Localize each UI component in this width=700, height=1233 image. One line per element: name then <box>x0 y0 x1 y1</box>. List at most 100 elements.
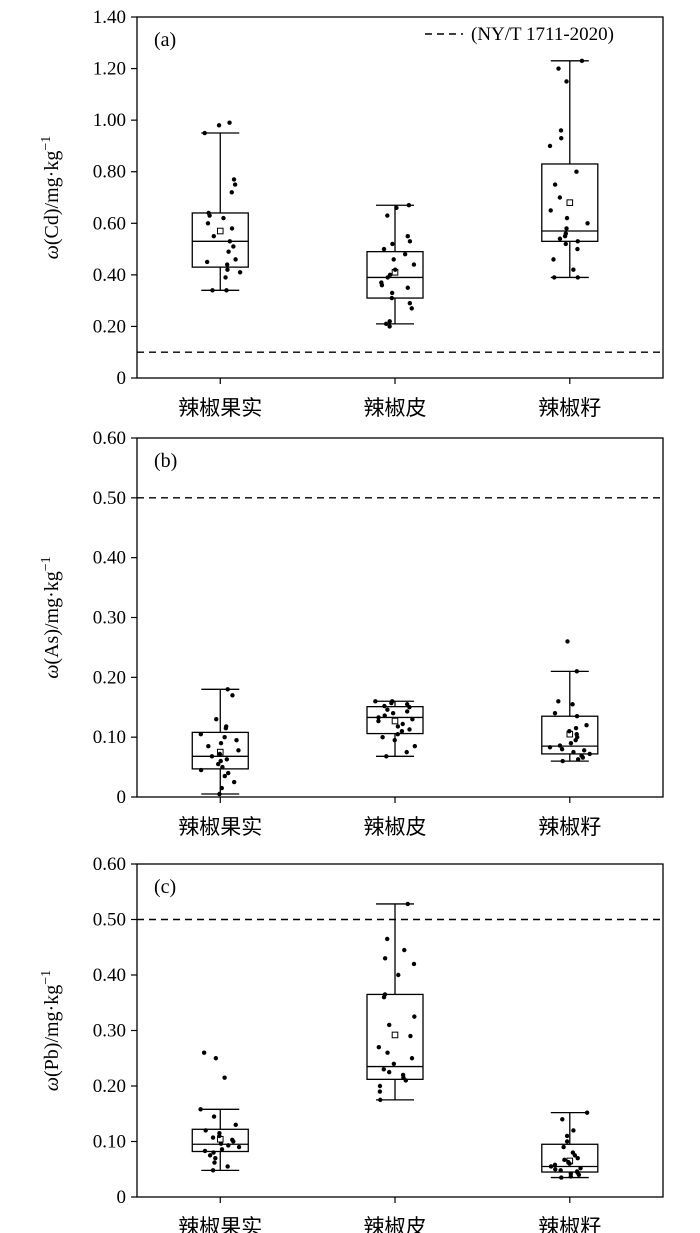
y-tick-label: 0 <box>117 787 127 808</box>
data-point <box>217 751 222 757</box>
data-point <box>552 1162 558 1168</box>
box-1 <box>191 120 249 293</box>
data-point <box>556 699 561 704</box>
data-point <box>222 734 227 740</box>
data-point <box>556 66 561 71</box>
data-point <box>409 306 414 311</box>
data-point <box>394 205 399 211</box>
data-point <box>405 901 410 907</box>
data-point <box>407 727 412 732</box>
data-point <box>218 1141 224 1146</box>
data-point <box>213 1155 218 1161</box>
data-point <box>412 743 418 749</box>
y-tick-label: 0.40 <box>93 548 126 569</box>
data-point <box>385 1050 390 1055</box>
box-3 <box>541 1110 599 1180</box>
data-point <box>390 241 395 247</box>
data-point <box>564 215 570 221</box>
data-point <box>225 1164 230 1169</box>
data-point <box>229 190 234 195</box>
y-tick-label: 0.10 <box>93 1132 126 1153</box>
y-tick-label: 0.20 <box>93 667 126 688</box>
panel-label: (c) <box>154 876 176 898</box>
box-2 <box>366 203 424 329</box>
data-point <box>219 1147 225 1152</box>
data-point <box>234 737 239 743</box>
data-point <box>230 693 235 698</box>
x-tick-label: 辣椒果实 <box>178 815 262 839</box>
data-point <box>231 177 237 182</box>
y-tick-label: 0.80 <box>93 162 126 183</box>
box-2 <box>366 901 424 1103</box>
data-point <box>575 239 580 244</box>
y-axis-label: ω(As)/mg·kg−1 <box>39 556 63 678</box>
panel-c: 0 0.10 0.20 0.30 0.40 0.50 0.60 ω(Pb)/mg·kg−1 (c… <box>39 854 664 1233</box>
x-tick-label: 辣椒皮 <box>364 1215 427 1233</box>
y-tick-label: 0.10 <box>93 727 126 748</box>
data-point <box>575 757 581 762</box>
data-point <box>217 1130 222 1136</box>
data-point <box>410 717 415 722</box>
mean-marker <box>216 227 224 235</box>
data-point <box>382 992 388 997</box>
data-point <box>405 285 410 290</box>
data-point <box>224 724 229 729</box>
data-point <box>584 723 589 728</box>
data-point <box>387 1022 392 1028</box>
data-point <box>206 743 211 749</box>
data-point <box>547 143 553 149</box>
data-point <box>396 972 401 978</box>
data-point <box>405 233 410 239</box>
data-point <box>378 1097 383 1103</box>
data-point <box>219 785 224 791</box>
data-point <box>236 748 241 753</box>
data-point <box>392 267 398 272</box>
data-point <box>406 203 412 208</box>
y-tick-label: 0 <box>117 368 127 389</box>
data-point <box>402 947 407 953</box>
data-point <box>225 267 230 272</box>
data-point <box>402 252 408 257</box>
data-point <box>381 246 387 252</box>
y-tick-label: 0.20 <box>93 1076 126 1097</box>
data-point <box>574 1169 580 1174</box>
data-point <box>209 754 215 759</box>
data-point <box>230 1137 235 1143</box>
x-tick-label: 辣椒皮 <box>364 396 427 420</box>
data-point <box>220 764 225 770</box>
data-point <box>387 324 392 329</box>
data-point <box>400 1072 406 1078</box>
data-point <box>227 120 232 125</box>
box-3 <box>541 639 599 764</box>
data-point <box>407 239 413 244</box>
data-point <box>376 715 381 720</box>
data-point <box>210 1168 216 1173</box>
data-point <box>574 169 579 174</box>
data-point <box>558 1168 563 1173</box>
data-point <box>214 717 219 722</box>
panel-b: 0 0.10 0.20 0.30 0.40 0.50 0.60 ω(As)/mg·kg−1 (b… <box>39 428 664 839</box>
data-point <box>383 321 389 327</box>
box-1 <box>191 1050 249 1173</box>
y-tick-label: 0.30 <box>93 1021 126 1042</box>
data-point <box>568 1171 574 1176</box>
data-point <box>377 1083 383 1089</box>
data-point <box>204 259 210 265</box>
data-point <box>558 128 564 133</box>
data-point <box>206 210 211 216</box>
data-point <box>564 79 569 84</box>
panel-a: 0 0.20 0.40 0.60 0.80 1.00 1.20 1.40 ω(Cd)/mg·kg… <box>39 7 664 420</box>
data-point <box>373 699 378 704</box>
plot-frame <box>136 16 664 379</box>
data-point <box>390 711 396 716</box>
data-point <box>571 1128 576 1133</box>
data-point <box>225 687 230 692</box>
data-point <box>377 1089 383 1094</box>
y-tick-label: 0.60 <box>93 428 126 449</box>
data-point <box>207 1153 213 1158</box>
data-point <box>566 1159 571 1165</box>
data-point <box>221 215 226 221</box>
data-point <box>389 290 395 296</box>
y-tick-label: 0.40 <box>93 965 126 986</box>
x-tick-label: 辣椒籽 <box>538 1215 601 1233</box>
